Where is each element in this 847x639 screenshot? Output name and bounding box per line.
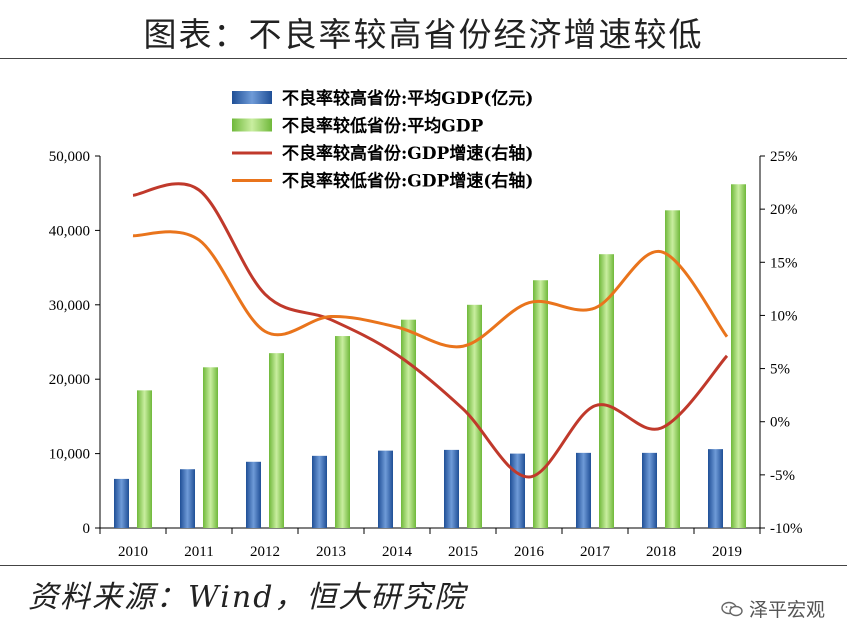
chart-axes: 0 10,000 20,000 30,000 40,000 50,000 -10% -5% 0%… (49, 149, 803, 560)
source-note: 资料来源：Wind，恒大研究院 (28, 580, 467, 615)
title-divider (0, 58, 847, 59)
bar (114, 478, 129, 528)
x-tick-label: 2012 (250, 544, 280, 560)
legend-label: 不良率较高省份:GDP增速(右轴) (282, 143, 533, 164)
x-tick-label: 2013 (316, 544, 346, 560)
legend-label: 不良率较低省份:平均GDP (282, 116, 484, 137)
legend-label: 不良率较低省份:GDP增速(右轴) (282, 171, 533, 192)
page-title: 图表：不良率较高省份经济增速较低 (143, 15, 704, 54)
bar (269, 353, 284, 528)
bar (665, 210, 680, 528)
y-left-tick-label: 0 (83, 521, 91, 537)
bar (576, 452, 591, 528)
legend-swatch (232, 91, 272, 104)
x-tick-label: 2017 (580, 544, 611, 560)
x-tick-label: 2014 (382, 544, 413, 560)
y-left-tick-label: 40,000 (49, 223, 90, 239)
x-tick-label: 2019 (712, 544, 742, 560)
legend-swatch (232, 118, 272, 132)
x-tick-label: 2016 (514, 544, 545, 560)
y-right-tick-label: 25% (770, 149, 798, 165)
y-right-tick-label: -10% (770, 521, 803, 537)
y-right-tick-label: 5% (770, 362, 790, 378)
series-line (132, 182, 729, 479)
bar (467, 304, 482, 528)
bar (731, 184, 746, 528)
legend-label: 不良率较高省份:平均GDP(亿元) (282, 88, 533, 109)
y-right-tick-label: 20% (770, 202, 798, 218)
source-divider (0, 565, 847, 566)
bar (708, 449, 723, 528)
bar (246, 461, 261, 528)
y-right-tick-label: 15% (770, 255, 798, 271)
y-right-tick-label: -5% (770, 468, 795, 484)
y-right-tick-label: 0% (770, 415, 790, 431)
chart: 0 10,000 20,000 30,000 40,000 50,000 -10% -5% 0%… (49, 88, 803, 560)
bar (533, 280, 548, 528)
y-left-tick-label: 10,000 (49, 447, 90, 463)
bar (312, 455, 327, 528)
bar (401, 319, 416, 528)
wechat-icon (721, 601, 743, 616)
x-tick-label: 2018 (646, 544, 676, 560)
bars (114, 184, 746, 528)
y-right-tick-label: 10% (770, 308, 798, 324)
watermark: 泽平宏观 (721, 595, 825, 622)
y-left-tick-label: 20,000 (49, 372, 90, 388)
bar (180, 469, 195, 528)
x-tick-label: 2010 (118, 544, 148, 560)
watermark-text: 泽平宏观 (748, 599, 825, 621)
lines (132, 182, 729, 479)
legend: 不良率较高省份:平均GDP(亿元) 不良率较低省份:平均GDP 不良率较高省份:GD… (232, 88, 533, 192)
bar (137, 390, 152, 528)
series-line (132, 230, 729, 349)
bar (599, 254, 614, 528)
y-left-tick-label: 50,000 (49, 149, 90, 165)
bar (378, 450, 393, 528)
x-tick-label: 2011 (184, 544, 213, 560)
bar (510, 453, 525, 528)
y-left-tick-label: 30,000 (49, 298, 90, 314)
x-tick-label: 2015 (448, 544, 478, 560)
bar (642, 452, 657, 528)
bar (203, 367, 218, 528)
bar (444, 449, 459, 528)
bar (335, 336, 350, 528)
